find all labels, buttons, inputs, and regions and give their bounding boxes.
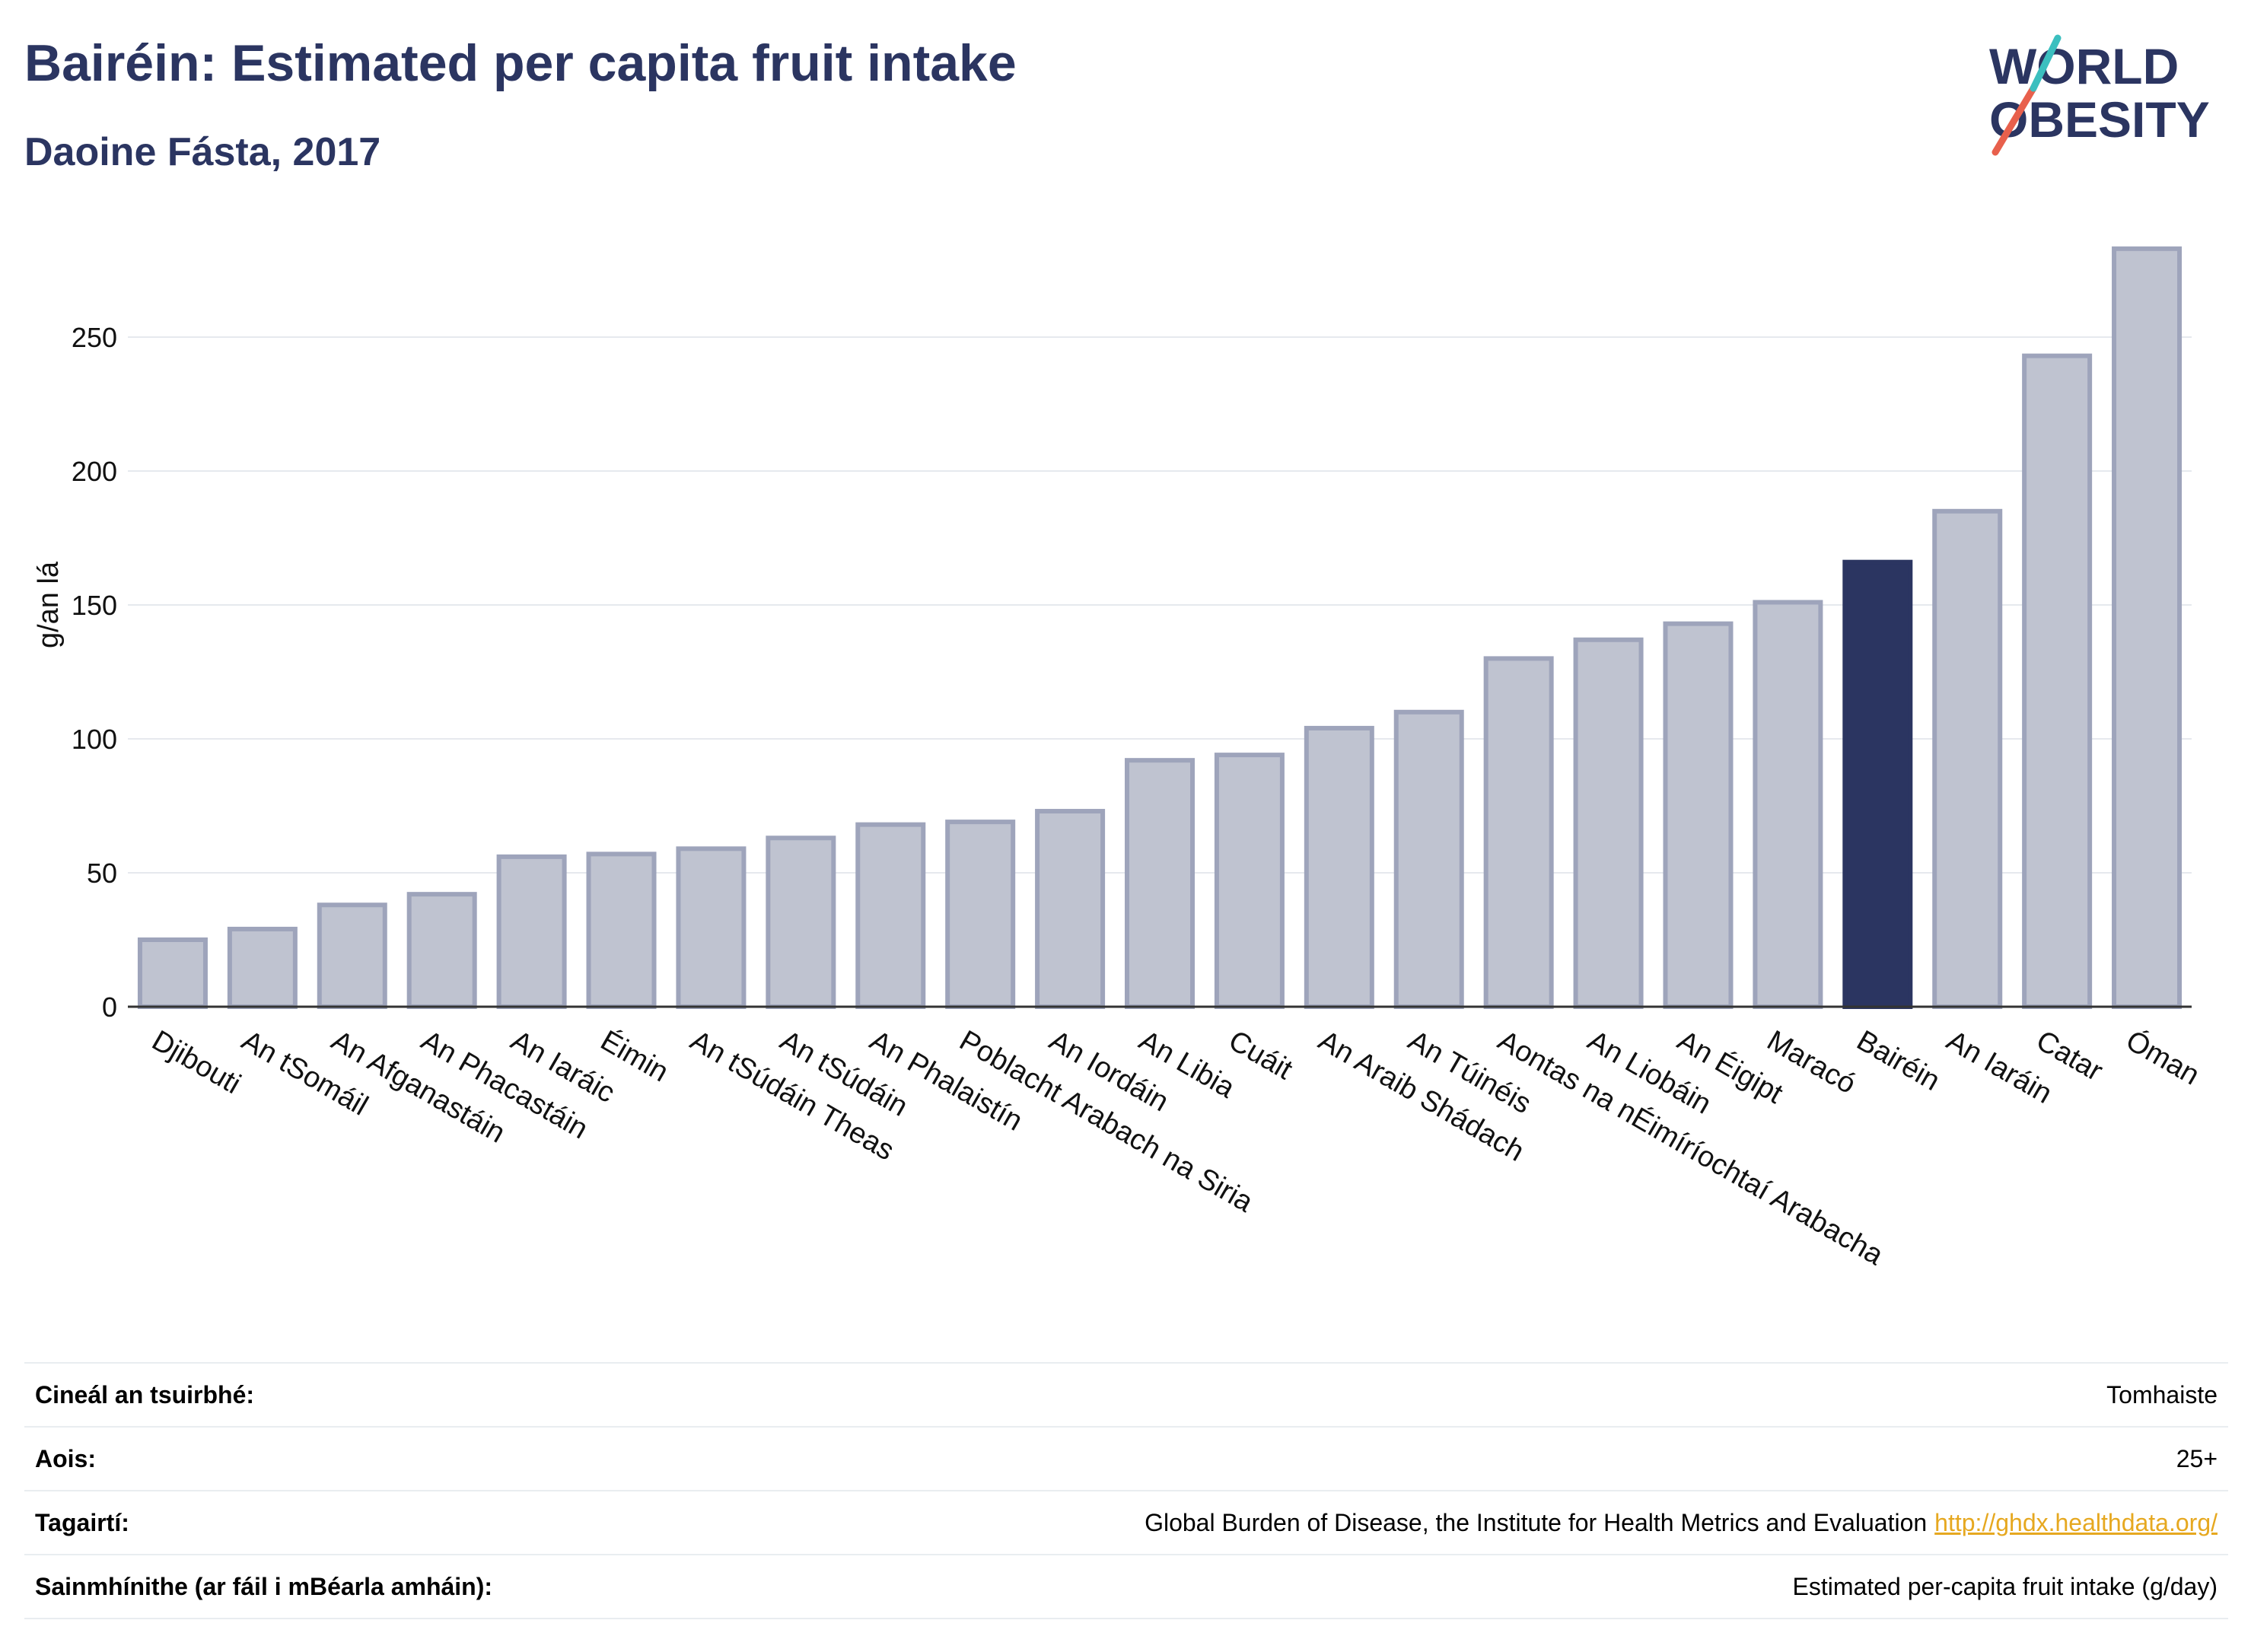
info-value-text: Tomhaiste [2106,1380,2218,1408]
bars [137,246,2183,1010]
info-value: Tomhaiste [2106,1381,2228,1409]
logo-slash-teal [2030,34,2062,92]
bar-22[interactable] [2112,246,2183,1009]
info-key: Cineál an tsuirbhé: [35,1380,255,1408]
y-tick-label: 200 [72,456,117,487]
bar-2[interactable] [317,902,387,1009]
bar-6[interactable] [676,846,747,1009]
info-row: Tagairtí: Global Burden of Disease, the I… [24,1490,2228,1554]
bar-5[interactable] [586,851,657,1009]
bar-18[interactable] [1753,600,1823,1009]
bar-11[interactable] [1125,758,1195,1009]
axes: 0 50 100 150 200 250 g/an lá [33,322,2192,1023]
info-key: Tagairtí: [35,1508,129,1536]
y-tick-label: 100 [72,724,117,755]
bar-16[interactable] [1573,637,1644,1009]
info-key: Sainmhínithe (ar fáil i mBéarla amháin): [35,1572,493,1600]
y-tick-label: 50 [87,858,117,889]
info-row: Sainmhínithe (ar fáil i mBéarla amháin):… [24,1554,2228,1619]
bar-7[interactable] [766,836,836,1009]
info-row: Aois: 25+ [24,1426,2228,1490]
chart-title: Bairéin: Estimated per capita fruit inta… [24,34,1017,92]
y-tick-label: 150 [72,590,117,621]
reference-link[interactable]: http://ghdx.healthdata.org/ [1934,1508,2218,1536]
bar-13[interactable] [1304,725,1374,1009]
info-key: Aois: [35,1444,96,1472]
bar-4[interactable] [496,854,567,1009]
info-value-text: Global Burden of Disease, the Institute … [1145,1508,1928,1536]
logo-slash-red [1992,84,2037,156]
bar-8[interactable] [855,822,926,1010]
bar-15[interactable] [1483,656,1554,1010]
bar-1[interactable] [227,926,298,1010]
y-tick-label: 250 [72,322,117,353]
bar-17[interactable] [1663,621,1734,1009]
info-value: Global Burden of Disease, the Institute … [1145,1509,2228,1537]
info-value: 25+ [2176,1445,2228,1473]
info-value-text: Estimated per-capita fruit intake (g/day… [1792,1572,2218,1600]
logo-line1: WORLD [1989,38,2179,94]
bar-10[interactable] [1035,809,1106,1010]
bar-19[interactable] [1842,559,1913,1009]
info-row: Cineál an tsuirbhé: Tomhaiste [24,1362,2228,1426]
y-tick-label: 0 [102,992,117,1023]
world-obesity-logo: WORLD OBESITY [1989,34,2210,156]
x-tick-label: Djibouti [146,1024,246,1100]
bar-0[interactable] [137,937,208,1009]
info-table: Cineál an tsuirbhé: Tomhaiste Aois: 25+ Taga… [24,1362,2228,1619]
bar-3[interactable] [406,892,477,1010]
chart-subtitle: Daoine Fásta, 2017 [24,130,381,174]
x-tick-label: Bairéin [1851,1024,1945,1097]
info-value: Estimated per-capita fruit intake (g/day… [1793,1573,2228,1601]
bar-20[interactable] [1932,508,2003,1009]
bar-21[interactable] [2022,353,2093,1009]
y-axis-label: g/an lá [33,561,65,648]
info-value-text: 25+ [2176,1444,2218,1472]
bar-9[interactable] [945,820,1016,1009]
bar-12[interactable] [1214,753,1285,1009]
x-tick-label: Óman [2121,1024,2205,1092]
bar-14[interactable] [1393,709,1464,1009]
